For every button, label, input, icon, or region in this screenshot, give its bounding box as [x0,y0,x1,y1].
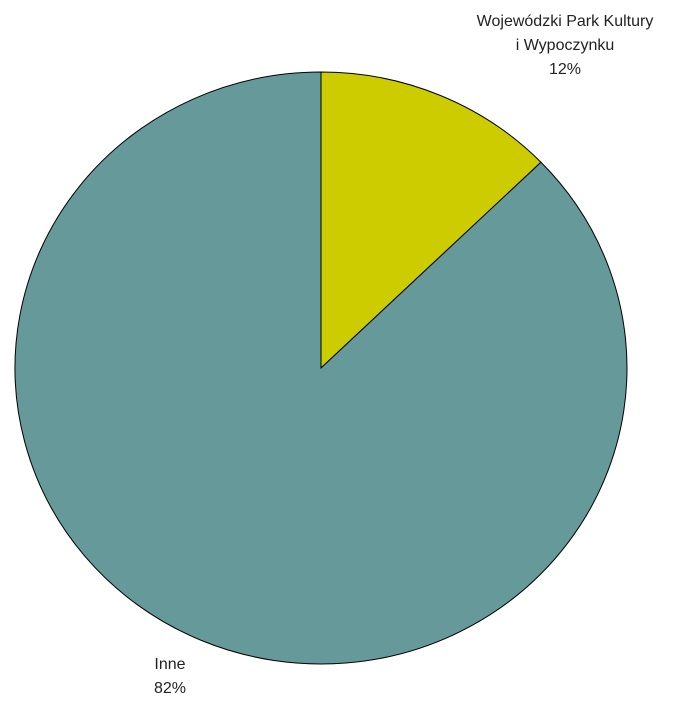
slice-label: Inne 82% [40,653,300,701]
slice-label: Wojewódzki Park Kultury i Wypoczynku 12% [435,10,695,82]
slice-value-label: 12% [548,61,582,78]
slice-category-label: Inne [154,656,186,673]
pie-slice [14,71,628,665]
slice-category-label: Wojewódzki Park Kultury i Wypoczynku [476,13,654,54]
pie-slice [320,71,542,370]
slice-value-label: 82% [153,680,187,697]
